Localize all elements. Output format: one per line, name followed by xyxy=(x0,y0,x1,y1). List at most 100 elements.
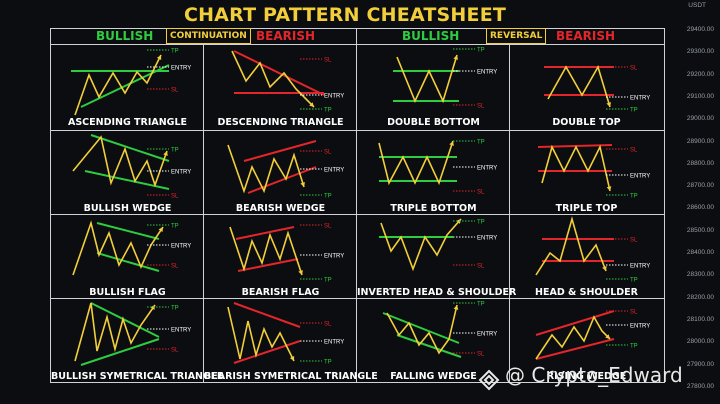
axis-tick: 29200.00 xyxy=(686,70,714,78)
price-path xyxy=(386,304,458,355)
sl-level-label: SL xyxy=(477,190,485,196)
trend-line xyxy=(247,166,317,194)
entry-level-label: ENTRY xyxy=(477,332,497,338)
tp-level-label: TP xyxy=(324,360,332,366)
sl-level-label: SL xyxy=(630,310,638,316)
arrow-head xyxy=(605,334,610,339)
pattern-name: TRIPLE TOP xyxy=(555,203,618,214)
entry-level-label: ENTRY xyxy=(324,168,344,174)
tp-level-label: TP xyxy=(630,278,638,284)
pattern-card: TP ENTRY SL DOUBLE TOP xyxy=(510,45,663,130)
sl-level-label: SL xyxy=(171,88,179,94)
trend-line xyxy=(237,258,299,272)
pattern-card: TP ENTRY SL HEAD & SHOULDER xyxy=(510,215,663,300)
entry-level-label: ENTRY xyxy=(477,166,497,172)
sl-level-label: SL xyxy=(630,238,638,244)
pattern-name: BULLISH SYMETRICAL TRIANGLE xyxy=(51,371,224,382)
sl-level-label: SL xyxy=(324,150,332,156)
pattern-name: RISING WEDGE xyxy=(546,371,627,382)
entry-level-label: ENTRY xyxy=(171,170,191,176)
pattern-diagram: TP ENTRY SL xyxy=(382,302,497,358)
tp-level-label: TP xyxy=(477,48,485,54)
sl-level-label: SL xyxy=(171,348,179,354)
entry-level-label: ENTRY xyxy=(324,254,344,260)
trend-line xyxy=(243,140,317,162)
sl-level-label: SL xyxy=(630,148,638,154)
pattern-card: TP ENTRY SL TRIPLE BOTTOM xyxy=(357,131,510,216)
price-path xyxy=(74,302,156,362)
trend-line xyxy=(90,134,170,162)
tp-level-label: TP xyxy=(630,194,638,200)
entry-level-label: ENTRY xyxy=(477,236,497,242)
pattern-name: BEARISH SYMETRICAL TRIANGLE xyxy=(204,371,378,382)
arrow-head xyxy=(150,305,155,310)
trend-line xyxy=(396,334,462,358)
pattern-name: BEARISH WEDGE xyxy=(235,203,326,214)
pattern-diagram: TP ENTRY SL xyxy=(72,220,191,276)
pattern-name: BULLISH WEDGE xyxy=(83,203,172,214)
pattern-grid xyxy=(50,28,665,383)
entry-level-label: ENTRY xyxy=(324,340,344,346)
entry-level-label: ENTRY xyxy=(171,244,191,250)
header-bullish-continuation: BULLISH xyxy=(96,29,154,43)
header-bearish-reversal: BEARISH xyxy=(556,29,616,43)
pattern-card: TP ENTRY SL FALLING WEDGE xyxy=(357,299,510,384)
entry-level-label: ENTRY xyxy=(630,174,650,180)
axis-tick: 29000.00 xyxy=(686,115,714,123)
grid-line xyxy=(50,214,664,215)
price-path xyxy=(535,216,607,276)
price-path xyxy=(74,54,162,116)
price-path xyxy=(547,64,611,108)
pattern-diagram: TP ENTRY SL xyxy=(231,50,344,114)
tp-level-label: TP xyxy=(171,224,179,230)
axis-tick: 28500.00 xyxy=(686,226,714,234)
pattern-card: TP ENTRY SL TRIPLE TOP xyxy=(510,131,663,216)
sl-level-label: SL xyxy=(324,58,332,64)
price-path xyxy=(380,218,462,272)
pattern-name: HEAD & SHOULDER xyxy=(535,287,638,298)
axis-tick: 28600.00 xyxy=(686,204,714,212)
axis-tick: 28700.00 xyxy=(686,182,714,190)
arrow-head xyxy=(158,227,163,232)
pattern-card: TP ENTRY SL INVERTED HEAD & SHOULDER xyxy=(357,215,516,300)
trend-line xyxy=(233,50,325,96)
pattern-diagram: TP ENTRY SL xyxy=(74,302,191,366)
pattern-diagram: TP ENTRY SL xyxy=(378,140,497,196)
pattern-card: TP ENTRY SL DOUBLE BOTTOM xyxy=(357,45,510,130)
pattern-name: FALLING WEDGE xyxy=(390,371,477,382)
trend-line xyxy=(90,302,160,338)
sl-level-label: SL xyxy=(477,104,485,110)
arrow-head xyxy=(309,102,314,107)
sl-level-label: SL xyxy=(324,322,332,328)
tp-level-label: TP xyxy=(324,108,332,114)
trend-line xyxy=(382,312,460,344)
sl-level-label: SL xyxy=(171,194,179,200)
trend-line xyxy=(80,64,170,108)
tp-level-label: TP xyxy=(171,49,179,55)
trend-line xyxy=(535,338,615,360)
trend-line xyxy=(80,338,160,366)
arrow-head xyxy=(289,356,295,361)
axis-currency: USDT xyxy=(688,2,706,9)
axis-tick: 28200.00 xyxy=(686,293,714,301)
trend-line xyxy=(235,226,295,240)
arrow-head xyxy=(156,55,162,60)
arrow-head xyxy=(163,151,168,156)
pattern-name: DOUBLE BOTTOM xyxy=(387,117,480,128)
axis-tick: 28900.00 xyxy=(686,137,714,145)
pattern-diagram: TP ENTRY SL xyxy=(537,144,650,200)
axis-tick: 28300.00 xyxy=(686,271,714,279)
pattern-diagram: TP ENTRY SL xyxy=(379,218,497,272)
axis-tick: 28400.00 xyxy=(686,249,714,256)
grid-line xyxy=(50,130,664,131)
tp-level-label: TP xyxy=(171,148,179,154)
price-path xyxy=(72,220,164,276)
tp-level-label: TP xyxy=(477,302,485,308)
price-path xyxy=(227,144,305,194)
axis-tick: 29100.00 xyxy=(686,92,714,100)
entry-level-label: ENTRY xyxy=(630,264,650,270)
pattern-name: DOUBLE TOP xyxy=(552,117,621,128)
price-path xyxy=(231,50,315,108)
tp-level-label: TP xyxy=(324,278,332,284)
pattern-name: TRIPLE BOTTOM xyxy=(390,203,477,214)
